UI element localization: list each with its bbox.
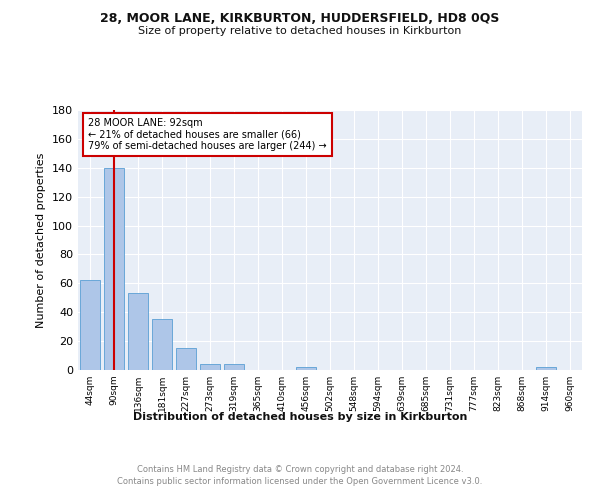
Bar: [296, 367, 316, 370]
Text: Distribution of detached houses by size in Kirkburton: Distribution of detached houses by size …: [133, 412, 467, 422]
Bar: [128, 294, 148, 370]
Bar: [536, 367, 556, 370]
Text: Contains public sector information licensed under the Open Government Licence v3: Contains public sector information licen…: [118, 478, 482, 486]
Text: Contains HM Land Registry data © Crown copyright and database right 2024.: Contains HM Land Registry data © Crown c…: [137, 465, 463, 474]
Text: 28, MOOR LANE, KIRKBURTON, HUDDERSFIELD, HD8 0QS: 28, MOOR LANE, KIRKBURTON, HUDDERSFIELD,…: [100, 12, 500, 26]
Text: 28 MOOR LANE: 92sqm
← 21% of detached houses are smaller (66)
79% of semi-detach: 28 MOOR LANE: 92sqm ← 21% of detached ho…: [88, 118, 327, 151]
Bar: [200, 364, 220, 370]
Y-axis label: Number of detached properties: Number of detached properties: [37, 152, 46, 328]
Bar: [224, 364, 244, 370]
Text: Size of property relative to detached houses in Kirkburton: Size of property relative to detached ho…: [139, 26, 461, 36]
Bar: [80, 280, 100, 370]
Bar: [152, 320, 172, 370]
Bar: [176, 348, 196, 370]
Bar: [104, 168, 124, 370]
